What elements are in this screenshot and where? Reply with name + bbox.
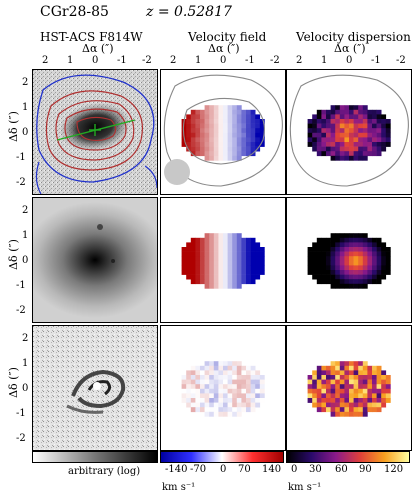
colorbar-velocity xyxy=(160,451,284,463)
x-tick-label: 1 xyxy=(321,55,328,66)
x-tick-label: 0 xyxy=(346,55,353,66)
panel-dispersion-model xyxy=(286,197,412,323)
x-tick-label: 2 xyxy=(296,55,303,66)
x-axis-title-2: Δα (″) xyxy=(208,42,240,55)
colorbar-dispersion xyxy=(286,451,410,463)
panel-velocity-field xyxy=(160,69,286,195)
disp-tick-0: 0 xyxy=(291,464,298,475)
x-tick-label: -2 xyxy=(270,55,280,66)
x-tick-label: 1 xyxy=(195,55,202,66)
vel-tick-3: 70 xyxy=(238,464,251,475)
vel-tick-1: -70 xyxy=(190,464,207,475)
column-title-dispersion: Velocity dispersion xyxy=(296,30,411,44)
x-tick-label: 2 xyxy=(170,55,177,66)
object-name: CGr28-85 xyxy=(40,4,109,20)
x-tick-label: -2 xyxy=(396,55,406,66)
column-title-velocity: Velocity field xyxy=(188,30,267,44)
y-tick-label: 0 xyxy=(22,255,29,266)
vel-tick-2: 0 xyxy=(220,464,227,475)
vel-tick-0: -140 xyxy=(165,464,188,475)
panel-velocity-residual xyxy=(160,325,286,451)
x-tick-label: 0 xyxy=(220,55,227,66)
y-tick-label: -1 xyxy=(16,408,26,419)
y-tick-label: 0 xyxy=(22,383,29,394)
vel-unit: km s⁻¹ xyxy=(162,482,196,493)
y-tick-label: 0 xyxy=(22,127,29,138)
x-tick-label: -1 xyxy=(117,55,127,66)
disp-unit: km s⁻¹ xyxy=(288,482,322,493)
panel-hst-contours xyxy=(32,69,158,195)
disp-tick-2: 60 xyxy=(335,464,348,475)
disp-tick-4: 120 xyxy=(384,464,404,475)
panel-velocity-dispersion xyxy=(286,69,412,195)
x-axis-title-3: Δα (″) xyxy=(334,42,366,55)
panel-velocity-model xyxy=(160,197,286,323)
y-tick-label: 2 xyxy=(22,77,29,88)
y-tick-label: -1 xyxy=(16,152,26,163)
panel-hst-residual xyxy=(32,325,158,451)
x-tick-label: 0 xyxy=(92,55,99,66)
y-tick-label: -2 xyxy=(16,305,26,316)
colorbar-image xyxy=(32,451,158,463)
y-axis-title-row3: Δδ (″) xyxy=(6,367,20,398)
y-axis-title-row2: Δδ (″) xyxy=(6,239,20,270)
x-tick-label: 1 xyxy=(67,55,74,66)
y-axis-title-row1: Δδ (″) xyxy=(6,111,20,142)
x-tick-label: 2 xyxy=(42,55,49,66)
disp-tick-3: 90 xyxy=(359,464,372,475)
x-tick-label: -1 xyxy=(371,55,381,66)
y-tick-label: 2 xyxy=(22,205,29,216)
x-axis-title-1: Δα (″) xyxy=(82,42,114,55)
y-tick-label: 2 xyxy=(22,333,29,344)
vel-tick-4: 140 xyxy=(262,464,282,475)
disp-tick-1: 30 xyxy=(309,464,322,475)
y-tick-label: -2 xyxy=(16,433,26,444)
x-tick-label: -1 xyxy=(245,55,255,66)
panel-dispersion-residual xyxy=(286,325,412,451)
column-title-hst: HST-ACS F814W xyxy=(40,30,143,44)
y-tick-label: -1 xyxy=(16,280,26,291)
colorbar-image-label: arbitrary (log) xyxy=(68,466,141,477)
x-tick-label: -2 xyxy=(142,55,152,66)
panel-hst-model xyxy=(32,197,158,323)
y-tick-label: 1 xyxy=(22,358,29,369)
y-tick-label: 1 xyxy=(22,102,29,113)
y-tick-label: -2 xyxy=(16,177,26,188)
redshift-label: z = 0.52817 xyxy=(146,4,232,20)
y-tick-label: 1 xyxy=(22,230,29,241)
